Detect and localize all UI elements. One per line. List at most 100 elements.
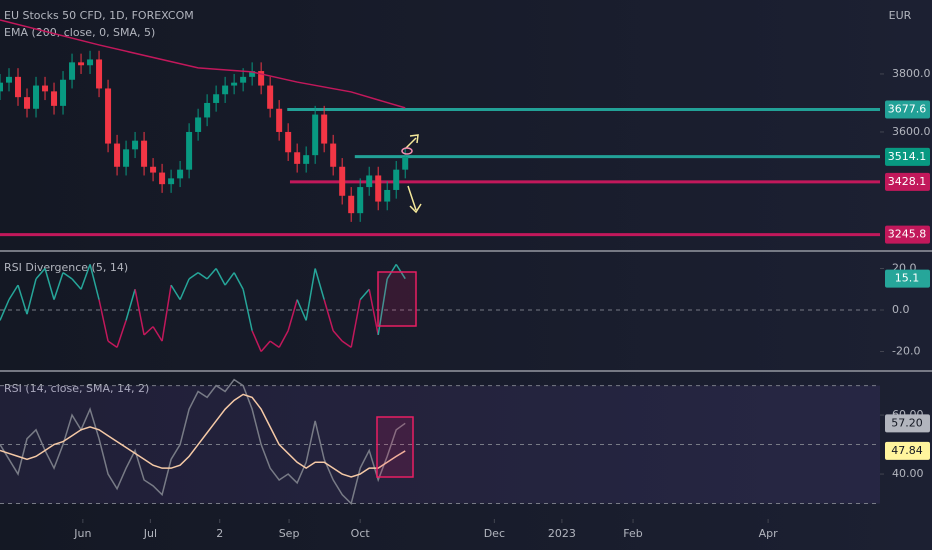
candle-body — [186, 131, 193, 170]
oscillator-segment — [152, 326, 163, 342]
candle-body — [6, 76, 13, 83]
annotations — [376, 134, 422, 478]
candle-body — [258, 71, 265, 86]
price-tag-label: 47.84 — [891, 444, 923, 457]
oscillator-segment — [98, 299, 109, 342]
oscillator-segment — [89, 264, 100, 300]
candle-body — [384, 189, 391, 202]
oscillator-segment — [251, 330, 262, 352]
candle-body — [177, 169, 184, 179]
candle-body — [15, 76, 22, 98]
oscillator-segment — [269, 340, 280, 348]
oscillator-segment — [143, 326, 154, 336]
candle-body — [303, 155, 310, 164]
oscillator-segment — [62, 272, 73, 280]
price-tag — [885, 225, 930, 244]
x-tick-label: Oct — [351, 527, 371, 540]
marker — [401, 147, 413, 155]
x-tick-label: Dec — [484, 527, 505, 540]
arrow-down — [407, 185, 422, 214]
oscillator-segment — [260, 340, 271, 353]
oscillator-segment — [44, 268, 55, 300]
candle-body — [168, 178, 175, 185]
oscillator-segment — [26, 278, 37, 315]
candle-body — [393, 169, 400, 190]
oscillator-segment — [278, 330, 289, 348]
oscillator-segment — [8, 284, 19, 301]
candle-body — [222, 85, 229, 95]
x-tick-label: Sep — [279, 527, 300, 540]
oscillator-segment — [71, 278, 82, 290]
candle-body — [150, 166, 157, 173]
y-tick-label: 0.0 — [892, 303, 910, 316]
oscillator-segment — [323, 299, 334, 331]
price-tag — [885, 441, 930, 460]
price-tag-label: 15.1 — [895, 272, 920, 285]
candle-body — [267, 85, 274, 109]
oscillator-segment — [206, 268, 217, 280]
oscillator-segment — [161, 284, 172, 342]
price-tag — [885, 414, 930, 433]
y-tick-label: 40.00 — [892, 467, 924, 480]
candle-body — [51, 91, 58, 106]
candle-body — [87, 59, 94, 66]
price-tag-label: 3245.8 — [888, 228, 927, 241]
price-tag-label: 3514.1 — [888, 150, 927, 163]
candle-body — [285, 131, 292, 153]
oscillator-segment — [0, 299, 10, 321]
oscillator-segment — [179, 278, 190, 300]
x-tick-label: 2 — [216, 527, 223, 540]
candle-body — [276, 108, 283, 132]
candle-body — [159, 172, 166, 185]
candle-body — [42, 85, 49, 92]
rsi-line — [0, 378, 406, 505]
candle-body — [249, 71, 256, 77]
oscillator-segment — [305, 268, 316, 321]
candle-body — [123, 149, 130, 167]
oscillator-segment — [170, 284, 181, 301]
oscillator-segment — [107, 340, 118, 348]
x-tick-label: Jun — [73, 527, 91, 540]
candle-body — [24, 97, 31, 109]
price-tag-label: 3428.1 — [888, 175, 927, 188]
candle-body — [375, 175, 382, 202]
divergence-box — [377, 271, 417, 327]
y-tick-label: -20.0 — [892, 345, 920, 358]
oscillator-segment — [134, 289, 145, 336]
indicator-title: EMA (200, close, 0, SMA, 5) — [4, 26, 155, 39]
oscillator-segment — [188, 272, 199, 280]
oscillator-segment — [287, 299, 298, 331]
candle-body — [114, 143, 121, 167]
price-tag — [885, 269, 930, 288]
oscillator-segment — [359, 288, 370, 301]
candle-body — [330, 143, 337, 167]
currency: EUR — [889, 9, 912, 22]
oscillator-segment — [215, 268, 226, 286]
candle-body — [33, 85, 40, 109]
oscillator-segment — [116, 320, 127, 348]
candle-body — [402, 156, 409, 170]
oscillator-segment — [224, 272, 235, 286]
divergence-box — [376, 416, 414, 478]
ema-line — [0, 19, 406, 109]
candle-body — [195, 117, 202, 132]
price-tag — [885, 147, 930, 166]
oscillator-segment — [350, 299, 361, 348]
candle-body — [348, 195, 355, 214]
indicator-title: RSI Divergence (5, 14) — [4, 261, 128, 274]
candle-body — [366, 175, 373, 188]
candle-body — [141, 140, 148, 167]
oscillator-segment — [53, 272, 64, 300]
y-tick-label: 3800.0 — [892, 67, 931, 80]
price-tag-label: 57.20 — [891, 416, 923, 429]
rsi-line — [0, 393, 406, 478]
candle-body — [96, 59, 103, 89]
oscillator-segment — [296, 299, 307, 321]
candle-body — [357, 187, 364, 214]
candle-body — [312, 114, 319, 156]
candle-body — [105, 88, 112, 144]
marks: 3800.0 3600.0 Jun Jul 2 Sep Oct Dec 2023 Feb Apr 36… — [0, 19, 931, 540]
oscillator-segment — [35, 268, 46, 280]
